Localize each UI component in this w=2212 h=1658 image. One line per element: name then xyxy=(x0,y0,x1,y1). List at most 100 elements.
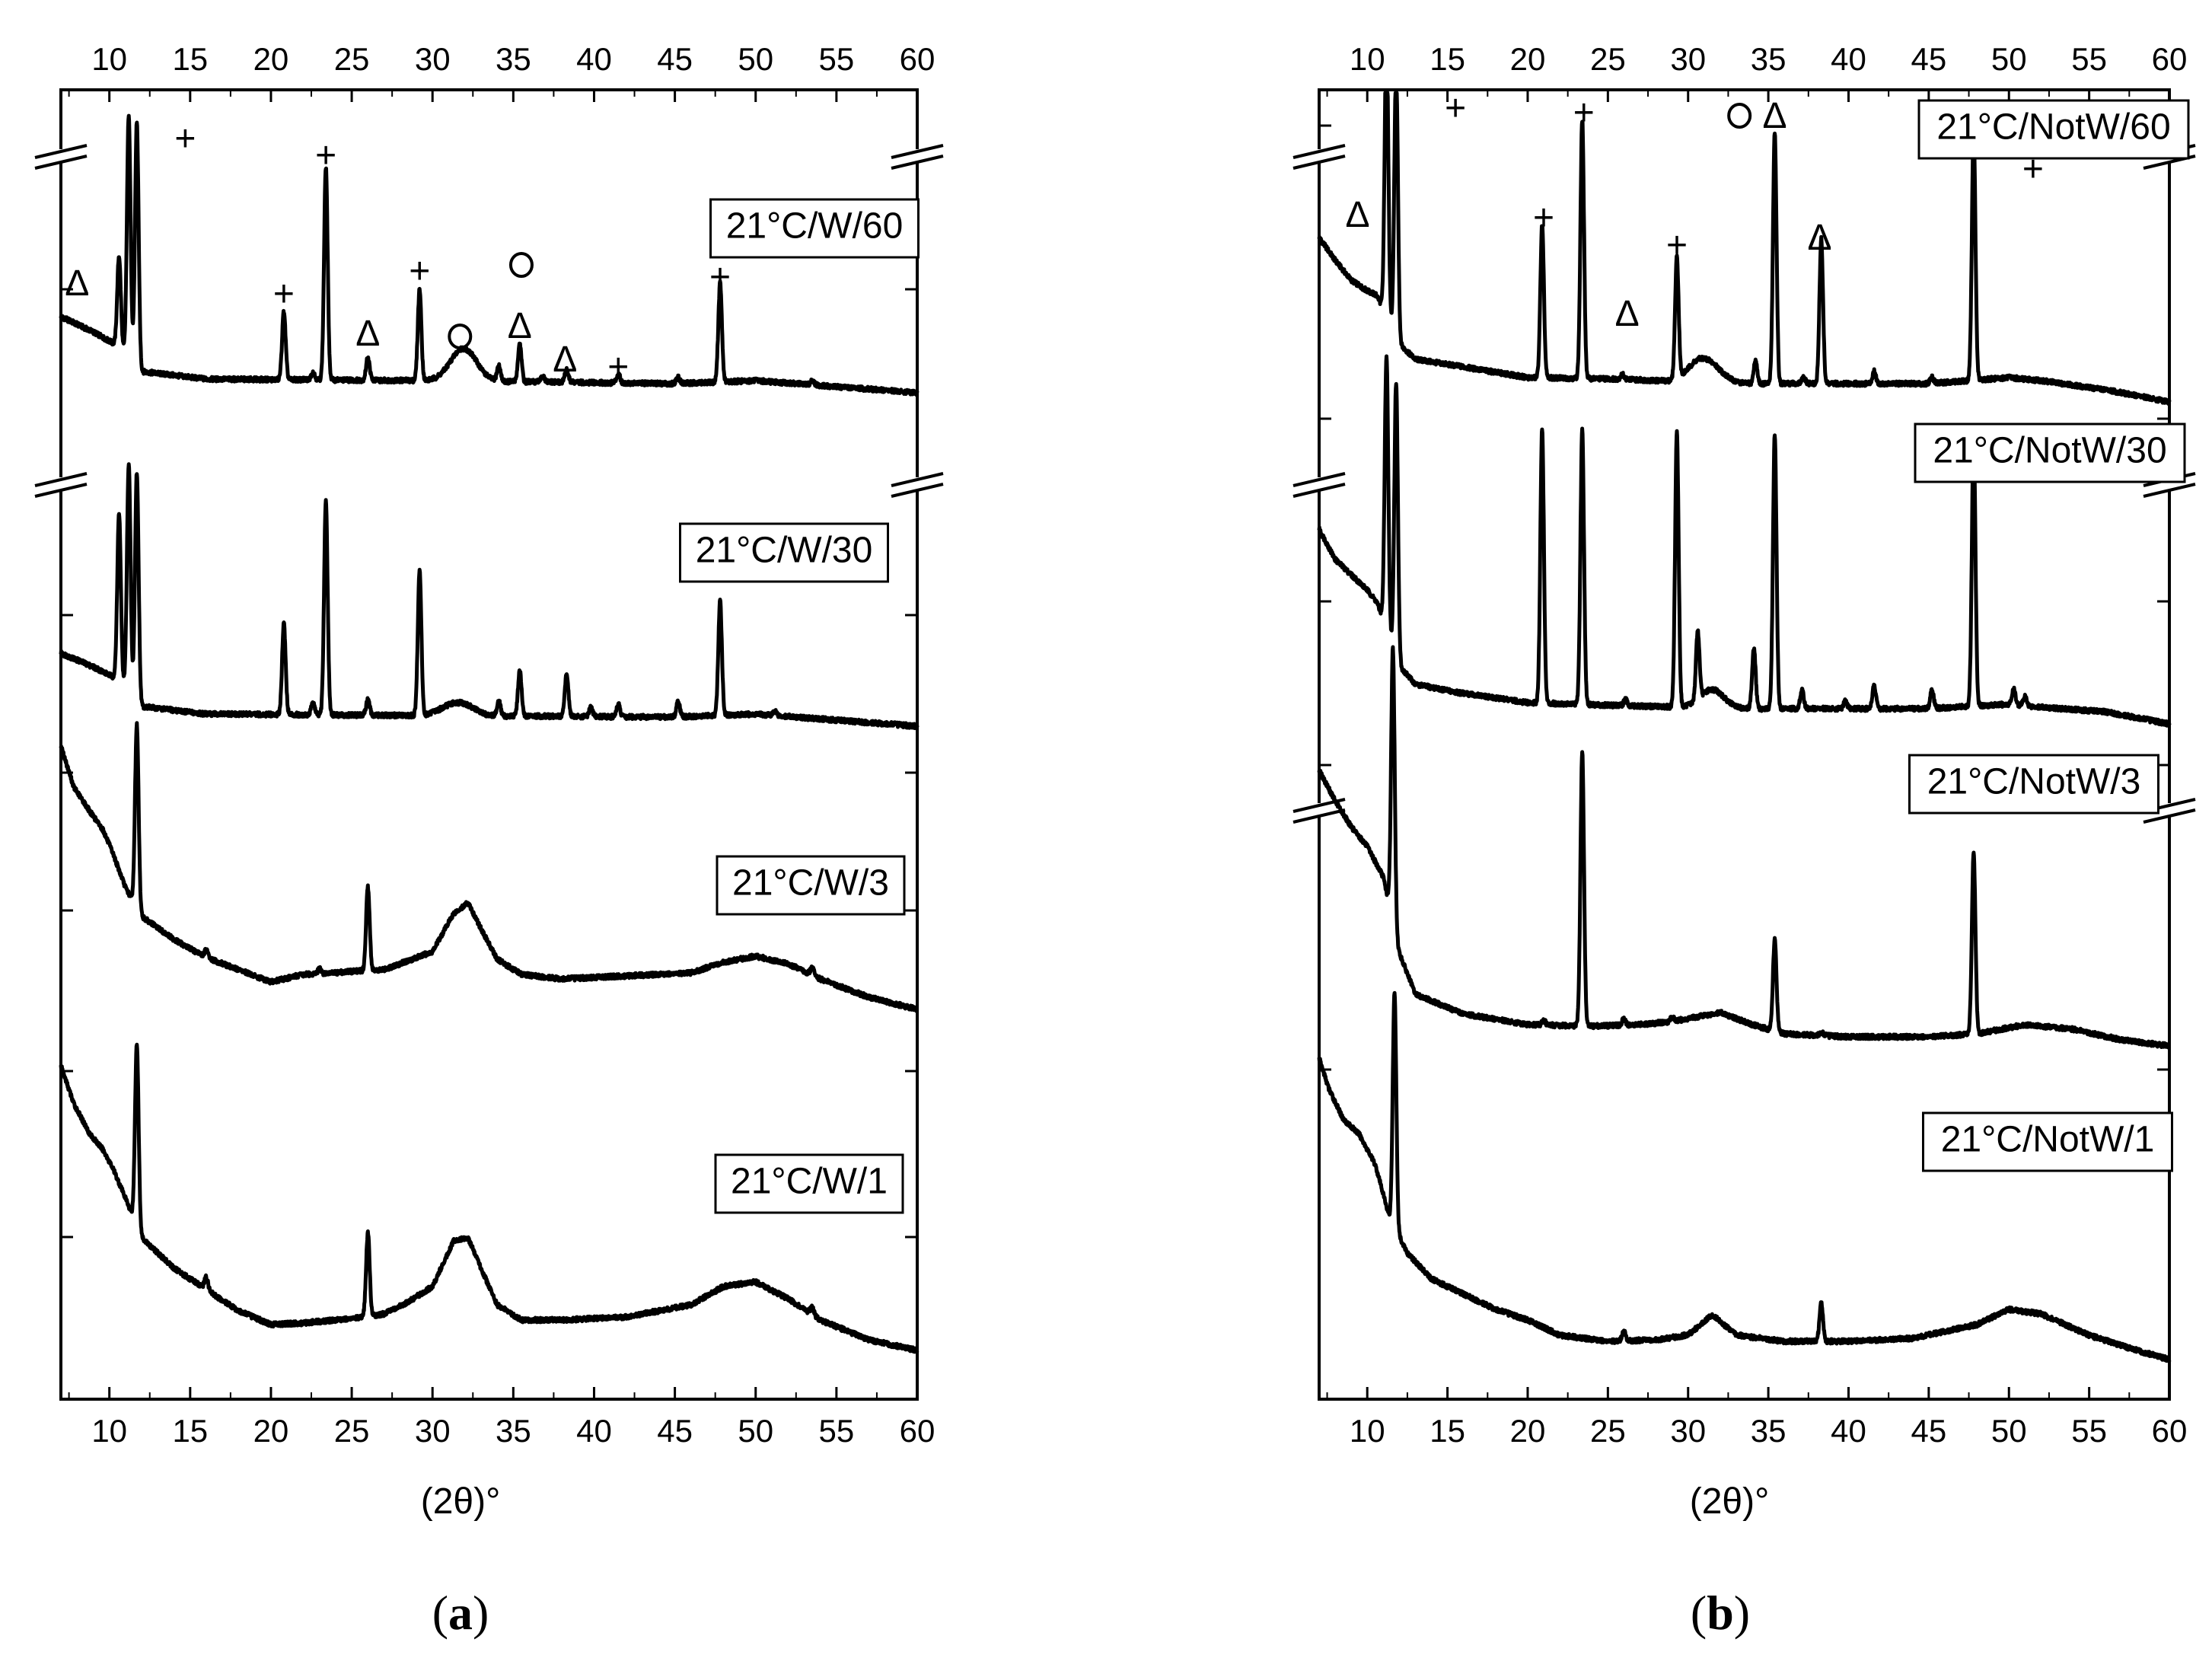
caption-b: (b) xyxy=(1691,1586,1750,1640)
series-label: 21°C/NotW/1 xyxy=(1922,1111,2173,1172)
x-tick-label-bottom: 50 xyxy=(1991,1413,2027,1449)
xrd-curve-b-4 xyxy=(1317,990,2172,1363)
xlabel-b: (2θ)° xyxy=(1690,1481,1770,1522)
phase-marker-delta: Δ xyxy=(65,263,89,304)
phase-marker-plus: + xyxy=(1445,88,1466,129)
series-label-text: 21°C/W/3 xyxy=(732,863,889,904)
xrd-curve-b-1 xyxy=(1317,91,2172,406)
x-tick-label-bottom: 40 xyxy=(576,1413,612,1449)
x-tick-label-top: 20 xyxy=(1510,41,1546,77)
x-tick-label-bottom: 25 xyxy=(1590,1413,1626,1449)
phase-marker-plus: + xyxy=(607,347,629,387)
xrd-curve-a-2 xyxy=(59,462,920,731)
axis-break xyxy=(891,472,944,498)
phase-marker-plus: + xyxy=(2022,149,2044,190)
phase-marker-circle xyxy=(1727,103,1752,129)
x-tick-label-top: 25 xyxy=(334,41,370,77)
x-tick-label-top: 60 xyxy=(900,41,935,77)
series-label-text: 21°C/W/60 xyxy=(726,206,904,247)
series-label: 21°C/W/3 xyxy=(716,855,906,916)
series-label: 21°C/W/30 xyxy=(679,522,889,583)
phase-marker-plus: + xyxy=(1573,93,1595,133)
caption-b-letter: b xyxy=(1707,1586,1734,1640)
axis-break xyxy=(1292,144,1346,170)
x-tick-label-top: 30 xyxy=(1670,41,1706,77)
x-tick-label-top: 25 xyxy=(1590,41,1626,77)
x-tick-label-bottom: 40 xyxy=(1831,1413,1866,1449)
caption-a-close: ) xyxy=(473,1586,489,1640)
x-tick-label-top: 50 xyxy=(1991,41,2027,77)
x-tick-label-top: 60 xyxy=(2152,41,2188,77)
x-tick-label-top: 30 xyxy=(415,41,451,77)
x-tick-label-bottom: 20 xyxy=(1510,1413,1546,1449)
x-tick-label-top: 15 xyxy=(1430,41,1465,77)
phase-marker-circle xyxy=(448,324,473,349)
series-label-text: 21°C/NotW/1 xyxy=(1941,1120,2155,1160)
phase-marker-delta: Δ xyxy=(355,314,380,354)
phase-marker-plus: + xyxy=(1666,225,1688,266)
series-label-text: 21°C/NotW/60 xyxy=(1936,107,2170,148)
x-tick-label-bottom: 35 xyxy=(496,1413,531,1449)
series-label: 21°C/NotW/60 xyxy=(1917,99,2190,160)
axis-break xyxy=(34,472,88,498)
phase-marker-delta: Δ xyxy=(1808,218,1832,258)
x-tick-label-top: 55 xyxy=(2071,41,2107,77)
series-label-text: 21°C/NotW/3 xyxy=(1927,762,2141,802)
phase-marker-delta: Δ xyxy=(508,306,532,346)
x-tick-label-bottom: 25 xyxy=(334,1413,370,1449)
x-tick-label-top: 40 xyxy=(576,41,612,77)
phase-marker-plus: + xyxy=(273,274,295,314)
caption-b-close: ) xyxy=(1734,1586,1750,1640)
x-tick-label-top: 10 xyxy=(1350,41,1385,77)
series-label: 21°C/NotW/3 xyxy=(1908,754,2159,815)
x-tick-label-bottom: 55 xyxy=(2071,1413,2107,1449)
x-tick-label-bottom: 50 xyxy=(738,1413,773,1449)
x-tick-label-bottom: 45 xyxy=(1911,1413,1947,1449)
caption-a-letter: a xyxy=(448,1586,473,1640)
x-tick-label-bottom: 45 xyxy=(657,1413,693,1449)
x-tick-label-top: 15 xyxy=(172,41,208,77)
x-tick-label-bottom: 10 xyxy=(1350,1413,1385,1449)
axis-break xyxy=(1292,472,1346,498)
caption-b-open: ( xyxy=(1691,1586,1707,1640)
xrd-curve-b-3 xyxy=(1317,645,2172,1050)
xrd-curve-b-2 xyxy=(1317,354,2172,728)
x-tick-label-bottom: 60 xyxy=(2152,1413,2188,1449)
caption-a-open: ( xyxy=(432,1586,448,1640)
phase-marker-delta: Δ xyxy=(1763,96,1787,136)
xrd-curve-a-3 xyxy=(59,721,920,1013)
x-tick-label-top: 35 xyxy=(496,41,531,77)
phase-marker-plus: + xyxy=(174,119,196,159)
series-label: 21°C/NotW/30 xyxy=(1914,422,2186,483)
xrd-curve-a-4 xyxy=(59,1042,920,1354)
x-tick-label-bottom: 60 xyxy=(900,1413,935,1449)
x-tick-label-top: 20 xyxy=(253,41,289,77)
plot-frame-b xyxy=(1318,88,2171,1401)
caption-a: (a) xyxy=(432,1586,489,1640)
phase-marker-plus: + xyxy=(409,251,430,292)
x-tick-label-bottom: 10 xyxy=(91,1413,127,1449)
panel-b: 10 10 15 15 20 20 25 25 30 30 35 35 40 40 45 45 50 50 55 55… xyxy=(1292,41,2196,1449)
series-label-text: 21°C/NotW/30 xyxy=(1933,431,2166,471)
series-label: 21°C/W/1 xyxy=(714,1153,904,1214)
x-tick-label-bottom: 35 xyxy=(1751,1413,1786,1449)
phase-marker-plus: + xyxy=(315,136,336,176)
phase-marker-delta: Δ xyxy=(553,340,577,380)
phase-marker-plus: + xyxy=(709,257,731,298)
x-tick-label-top: 10 xyxy=(91,41,127,77)
x-tick-label-top: 35 xyxy=(1751,41,1786,77)
x-tick-label-bottom: 30 xyxy=(1670,1413,1706,1449)
phase-marker-circle xyxy=(508,252,534,278)
x-tick-label-bottom: 30 xyxy=(415,1413,451,1449)
x-tick-label-bottom: 15 xyxy=(1430,1413,1465,1449)
series-label-text: 21°C/W/1 xyxy=(731,1162,888,1202)
xrd-curve-a-1 xyxy=(59,113,920,397)
axis-break xyxy=(891,144,944,170)
x-tick-label-bottom: 15 xyxy=(172,1413,208,1449)
phase-marker-delta: Δ xyxy=(1346,195,1370,235)
phase-marker-delta: Δ xyxy=(1615,294,1640,334)
series-label-text: 21°C/W/30 xyxy=(696,531,873,571)
panel-a: 10 10 15 15 20 20 25 25 30 30 35 35 40 40 45 45 50 50 55 55… xyxy=(34,41,944,1449)
x-tick-label-top: 50 xyxy=(738,41,773,77)
